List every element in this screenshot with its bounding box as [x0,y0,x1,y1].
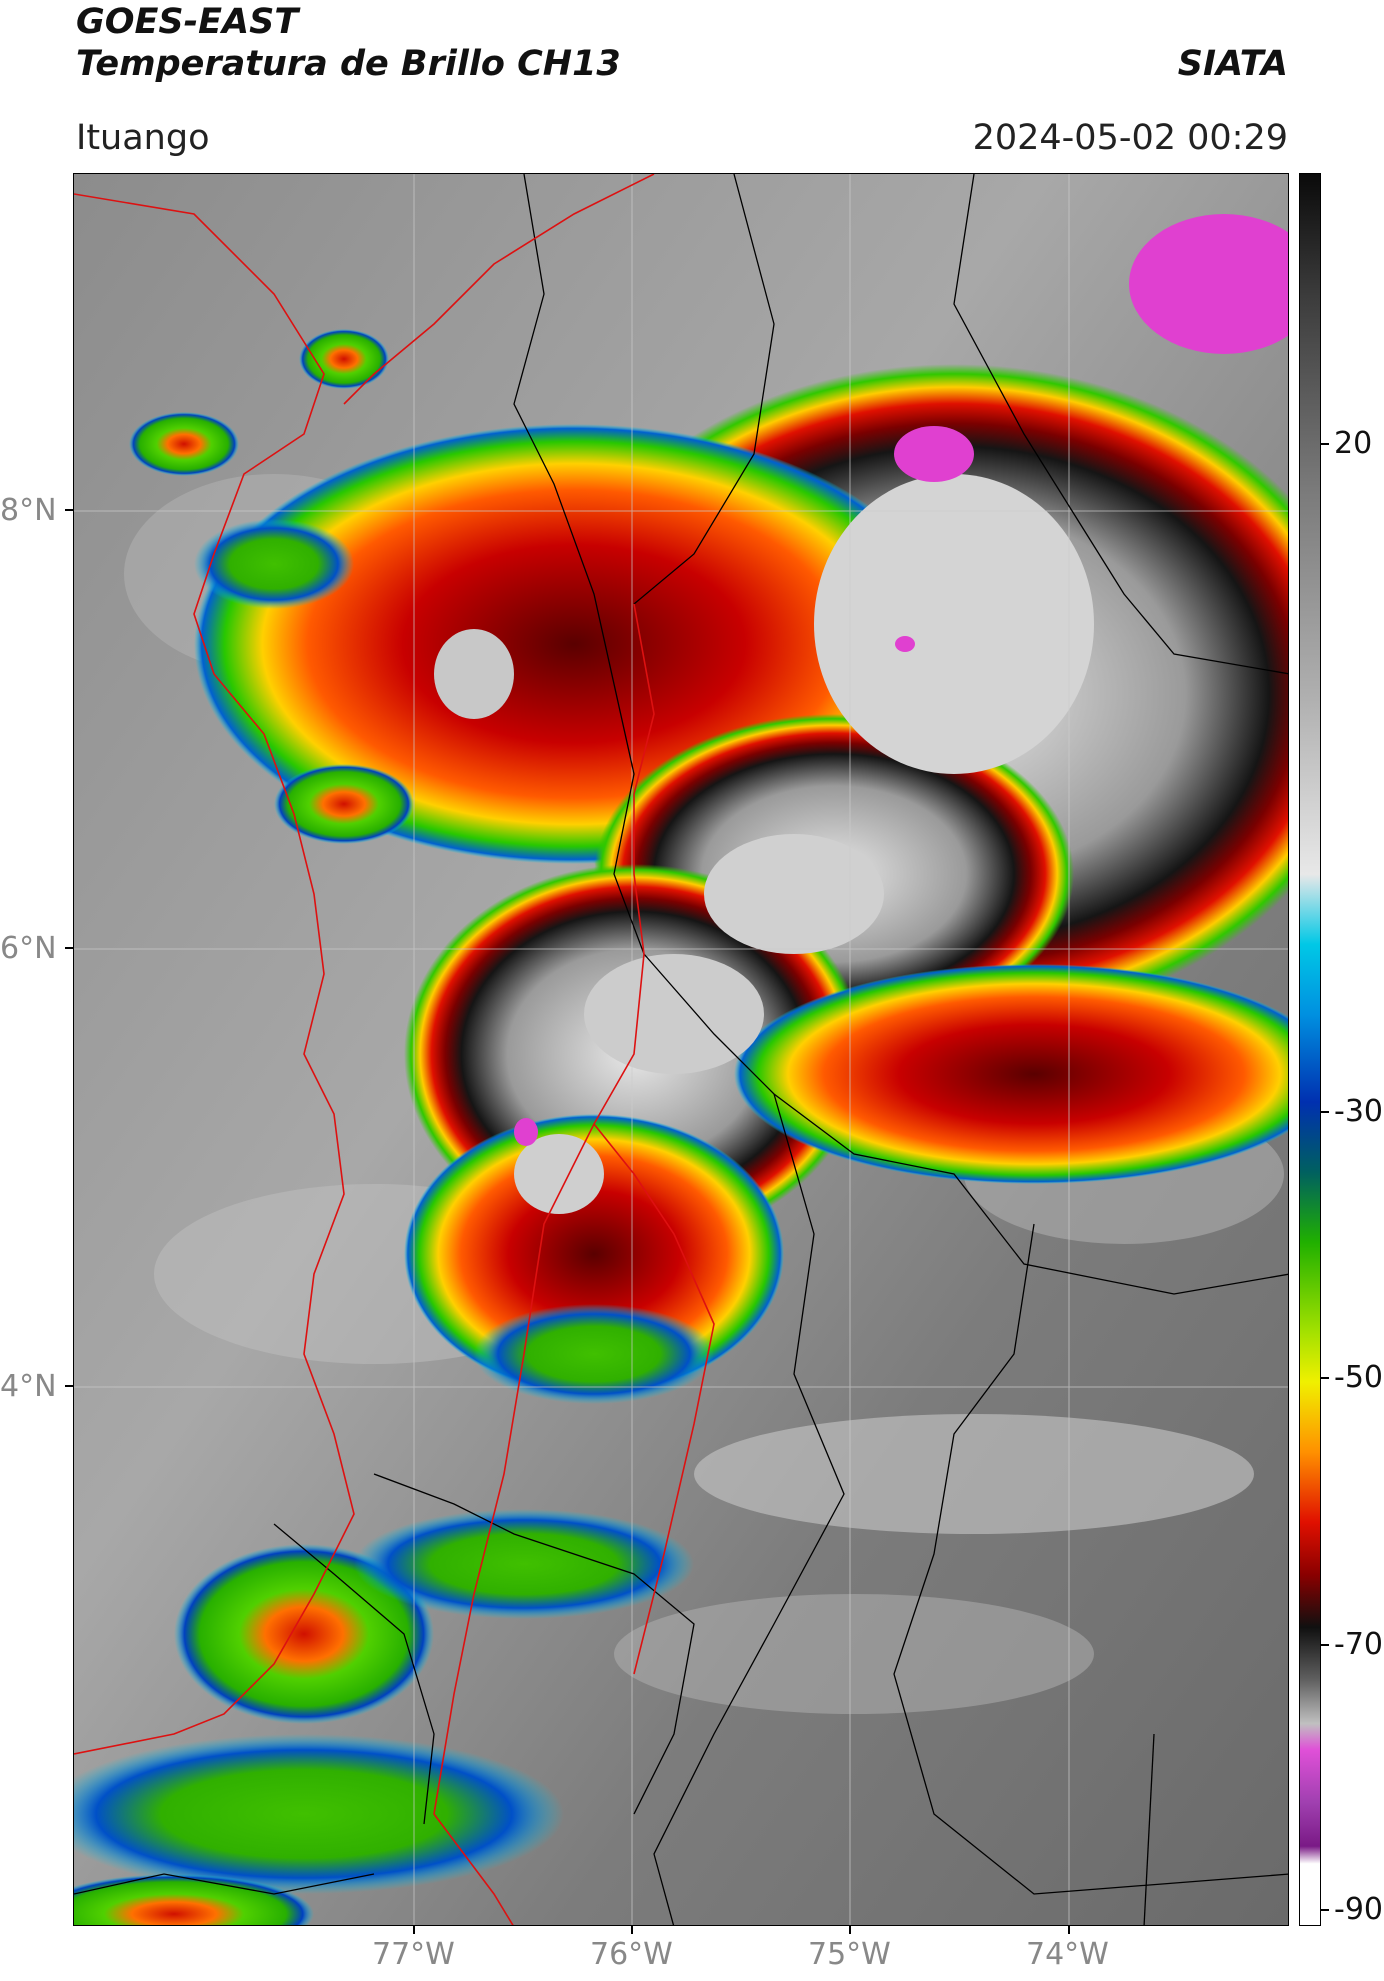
lat-tick-4 [65,1385,73,1387]
organization-label: SIATA [1177,44,1288,84]
colorbar-label-minus30: -30 [1334,1094,1383,1129]
lat-label-8: 8°N [0,493,57,528]
colorbar-tick-minus30 [1321,1111,1329,1113]
colorbar-tick-minus70 [1321,1644,1329,1646]
lat-label-6: 6°N [0,931,57,966]
colorbar-tick-20 [1321,443,1329,445]
colorbar-label-minus70: -70 [1334,1627,1383,1662]
lon-tick-74 [1068,1926,1070,1934]
lon-tick-76 [631,1926,633,1934]
temperature-colorbar [1299,173,1321,1926]
colorbar-label-20: 20 [1334,426,1373,461]
datetime-label: 2024-05-02 00:29 [972,118,1288,158]
lon-label-75: 75°W [808,1937,891,1972]
lon-tick-77 [413,1926,415,1934]
colorbar-label-minus50: -50 [1334,1360,1383,1395]
lon-tick-75 [849,1926,851,1934]
lon-label-77: 77°W [372,1937,455,1972]
satellite-title: GOES-EAST [76,2,299,42]
lat-label-4: 4°N [0,1369,57,1404]
colorbar-label-minus90: -90 [1334,1892,1383,1927]
lat-tick-6 [65,947,73,949]
lat-tick-8 [65,509,73,511]
satellite-map [73,173,1289,1926]
location-label: Ituango [76,118,210,158]
colorbar-tick-minus50 [1321,1377,1329,1379]
lon-label-76: 76°W [590,1937,673,1972]
product-title: Temperatura de Brillo CH13 [76,44,621,84]
colorbar-tick-minus90 [1321,1909,1329,1911]
lon-label-74: 74°W [1026,1937,1109,1972]
brightness-temperature-image [74,174,1288,1925]
